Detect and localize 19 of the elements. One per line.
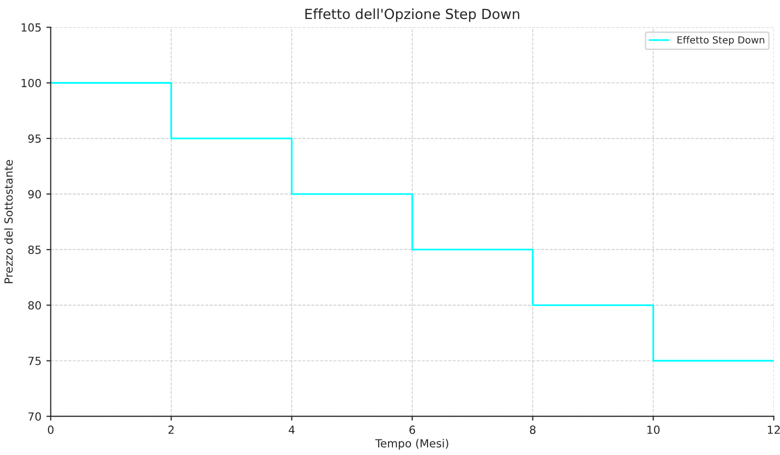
x-tick-label: 8 — [530, 426, 536, 434]
legend-label: Effetto Step Down — [678, 36, 764, 46]
x-tick-label: 4 — [288, 426, 295, 434]
y-tick-label: 75 — [28, 356, 41, 366]
x-axis-title: Tempo (Mesi) — [375, 438, 448, 450]
chart-title: Effetto dell'Opzione Step Down — [305, 8, 520, 22]
x-tick-label: 12 — [768, 426, 780, 434]
y-axis-title: Prezzo del Sottostante — [4, 160, 13, 284]
y-tick-label: 85 — [28, 246, 41, 254]
y-tick-label: 105 — [22, 23, 41, 32]
x-tick-label: 6 — [409, 426, 416, 434]
y-tick-label: 100 — [22, 78, 41, 88]
x-tick-label: 0 — [48, 426, 54, 434]
x-tick-label: 10 — [647, 426, 660, 434]
y-tick-label: 70 — [28, 412, 41, 421]
y-tick-label: 80 — [28, 301, 41, 310]
x-tick-label: 2 — [168, 426, 174, 434]
y-tick-label: 95 — [28, 134, 41, 143]
y-tick-label: 90 — [28, 190, 41, 198]
